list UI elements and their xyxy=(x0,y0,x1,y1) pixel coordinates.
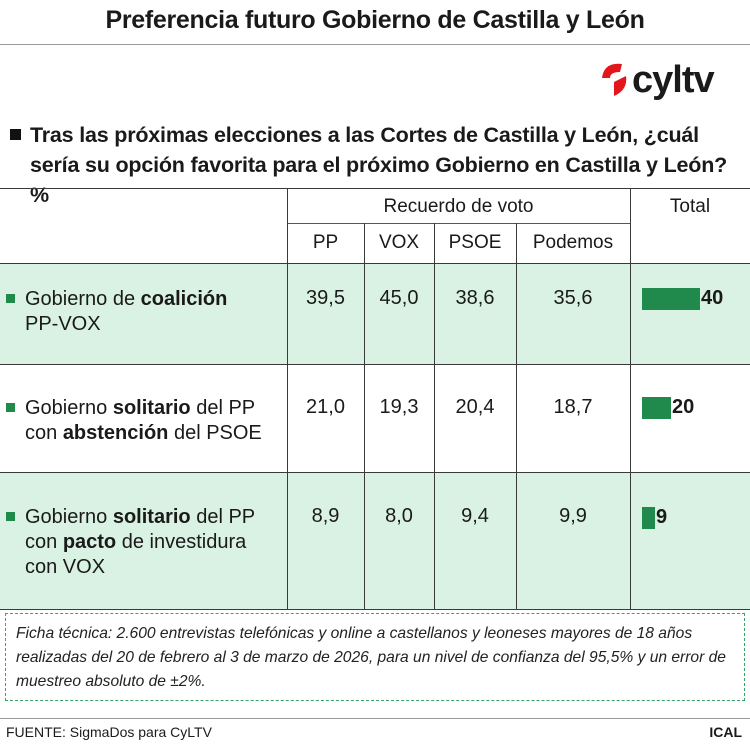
cell-r1-pp: 39,5 xyxy=(306,287,345,309)
col-header-vox: VOX xyxy=(378,232,420,253)
col-header-pp: PP xyxy=(312,232,339,253)
col-header-podemos: Podemos xyxy=(532,232,614,253)
label-text: con xyxy=(25,422,63,444)
total-value-3: 9 xyxy=(656,506,668,528)
row-divider-1 xyxy=(0,364,750,365)
label-emphasis: pacto xyxy=(62,531,117,553)
label-text: PP-VOX xyxy=(25,313,101,335)
label-text: del PP xyxy=(190,397,256,419)
cell-r1-vox: 45,0 xyxy=(379,287,419,309)
title-divider xyxy=(0,44,750,45)
row-background-3 xyxy=(0,472,750,609)
col-header-psoe: PSOE xyxy=(448,232,502,253)
group-header: Recuerdo de voto xyxy=(383,196,534,217)
cell-r2-podemos: 18,7 xyxy=(553,396,593,418)
technical-note: Ficha técnica: 2.600 entrevistas telefón… xyxy=(5,613,745,701)
question-text: Tras las próximas elecciones a las Corte… xyxy=(30,123,728,207)
label-line-2: con abstención del PSOE xyxy=(6,421,286,446)
survey-question: Tras las próximas elecciones a las Corte… xyxy=(10,120,745,210)
label-emphasis: abstención xyxy=(62,422,169,444)
row-label-3: Gobierno solitario del PP con pacto de i… xyxy=(6,505,286,580)
col-divider-vox xyxy=(434,223,435,609)
cyltv-logo: cyltv xyxy=(600,58,740,100)
source-credit: FUENTE: SigmaDos para CyLTV xyxy=(6,724,212,740)
cell-r1-psoe: 38,6 xyxy=(455,287,495,309)
label-text: con xyxy=(25,531,63,553)
col-divider-total xyxy=(630,188,631,609)
group-header-rule xyxy=(287,223,630,224)
col-divider-pp xyxy=(364,223,365,609)
label-line-3: con VOX xyxy=(6,555,286,580)
cell-r1-podemos: 35,6 xyxy=(553,287,593,309)
label-line-2: con pacto de investidura xyxy=(6,530,286,555)
total-header: Total xyxy=(669,196,711,217)
row-label-1: Gobierno de coalición PP-VOX xyxy=(6,287,286,337)
row-bullet-icon xyxy=(6,403,15,412)
total-bar-1 xyxy=(642,288,700,310)
agency-credit: ICAL xyxy=(709,724,742,740)
total-bar-3 xyxy=(642,507,656,529)
cell-r3-vox: 8,0 xyxy=(385,505,413,527)
label-text: con VOX xyxy=(25,556,106,578)
label-emphasis: coalición xyxy=(140,288,228,310)
row-background-1 xyxy=(0,263,750,364)
row-bullet-icon xyxy=(6,512,15,521)
header-bottom-rule xyxy=(0,263,750,264)
row-divider-2 xyxy=(0,472,750,473)
label-text: del PP xyxy=(190,506,256,528)
footer-divider xyxy=(0,718,750,719)
cell-r2-vox: 19,3 xyxy=(379,396,419,418)
table-top-rule xyxy=(0,188,750,189)
svg-text:cyltv: cyltv xyxy=(632,59,714,100)
label-line-2: PP-VOX xyxy=(6,312,286,337)
cell-r3-psoe: 9,4 xyxy=(461,505,489,527)
row-bullet-icon xyxy=(6,294,15,303)
square-bullet-icon xyxy=(10,129,21,140)
label-text: Gobierno de xyxy=(25,288,141,310)
table-bottom-rule xyxy=(0,609,750,610)
total-bar-2 xyxy=(642,397,671,419)
total-value-2: 20 xyxy=(672,396,695,418)
cell-r2-psoe: 20,4 xyxy=(455,396,495,418)
label-text: de investidura xyxy=(116,531,247,553)
row-label-2: Gobierno solitario del PP con abstención… xyxy=(6,396,286,446)
cell-r3-pp: 8,9 xyxy=(311,505,340,527)
col-divider-psoe xyxy=(516,223,517,609)
cell-r3-podemos: 9,9 xyxy=(559,505,587,527)
total-value-1: 40 xyxy=(701,287,724,309)
label-text: del PSOE xyxy=(168,422,262,444)
label-emphasis: solitario xyxy=(112,506,191,528)
label-text: Gobierno xyxy=(25,397,113,419)
col-divider-label xyxy=(287,188,288,609)
page-title: Preferencia futuro Gobierno de Castilla … xyxy=(105,6,645,34)
label-text: Gobierno xyxy=(25,506,113,528)
cell-r2-pp: 21,0 xyxy=(306,396,345,418)
label-emphasis: solitario xyxy=(112,397,191,419)
